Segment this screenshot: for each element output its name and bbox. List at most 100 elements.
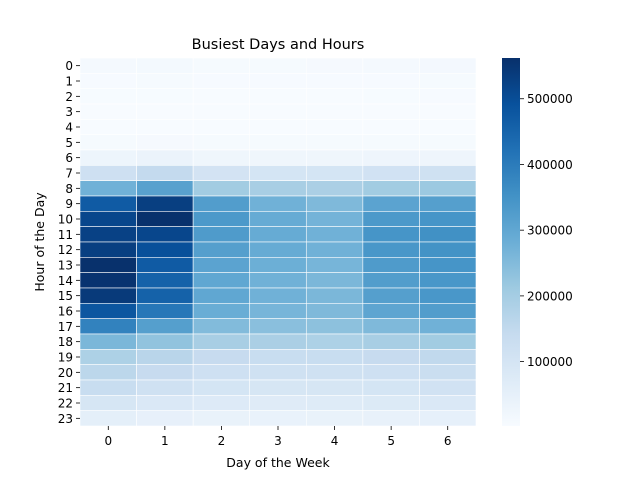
- heatmap-cell-h1-d3: [249, 73, 307, 89]
- heatmap-cell-h2-d6: [419, 88, 477, 105]
- heatmap-cell-h4-d1: [136, 119, 194, 135]
- heatmap-cell-h2-d5: [362, 88, 420, 105]
- x-tick-label: 3: [274, 434, 282, 448]
- heatmap-cell-h8-d0: [79, 180, 137, 197]
- colorbar-tick-label: 400000: [527, 158, 573, 172]
- heatmap-cell-h0-d6: [419, 57, 477, 74]
- heatmap-cell-h10-d4: [305, 211, 364, 227]
- heatmap-cell-h9-d1: [136, 195, 194, 212]
- heatmap-cell-h10-d6: [419, 211, 477, 227]
- heatmap-cell-h11-d3: [249, 226, 307, 243]
- heatmap-cell-h18-d6: [419, 333, 477, 350]
- colorbar-tick-label: 500000: [527, 92, 573, 106]
- heatmap-cell-h19-d1: [136, 349, 194, 365]
- heatmap-cell-h11-d0: [79, 226, 137, 243]
- heatmap-cell-h21-d6: [419, 379, 477, 396]
- heatmap-cell-h14-d4: [305, 272, 364, 289]
- y-tick-label: 0: [65, 59, 73, 73]
- y-tick-label: 9: [65, 197, 73, 211]
- heatmap-cell-h6-d0: [79, 149, 137, 166]
- heatmap-cell-h14-d6: [419, 272, 477, 289]
- heatmap-cell-h17-d0: [79, 318, 137, 335]
- heatmap-cell-h7-d3: [249, 165, 307, 181]
- heatmap-cell-h13-d5: [362, 257, 420, 273]
- y-tick-label: 2: [65, 90, 73, 104]
- heatmap-cell-h14-d5: [362, 272, 420, 289]
- heatmap-cell-h7-d2: [192, 165, 251, 181]
- heatmap-cell-h6-d2: [192, 149, 251, 166]
- heatmap-cell-h13-d0: [79, 257, 137, 273]
- colorbar-ticks: 100000 200000 300000 400000 500000: [520, 92, 573, 369]
- heatmap-cell-h3-d1: [136, 103, 194, 120]
- y-tick-label: 22: [58, 397, 73, 411]
- heatmap-cell-h16-d6: [419, 303, 477, 319]
- heatmap-cell-h17-d2: [192, 318, 251, 335]
- heatmap-cell-h0-d1: [136, 57, 194, 74]
- heatmap-cell-h20-d2: [192, 364, 251, 381]
- heatmap-cell-h5-d2: [192, 134, 251, 151]
- heatmap-cell-h6-d3: [249, 149, 307, 166]
- heatmap-cell-h12-d5: [362, 241, 420, 258]
- heatmap-cell-h1-d6: [419, 73, 477, 89]
- heatmap-cell-h15-d6: [419, 287, 477, 304]
- heatmap-cell-h19-d3: [249, 349, 307, 365]
- heatmap-cell-h6-d1: [136, 149, 194, 166]
- heatmap-cell-h0-d4: [305, 57, 364, 74]
- x-tick-label: 6: [444, 434, 452, 448]
- colorbar-tick-label: 200000: [527, 289, 573, 303]
- heatmap-cell-h22-d1: [136, 395, 194, 411]
- heatmap-cell-h5-d3: [249, 134, 307, 151]
- y-tick-label: 14: [58, 274, 73, 288]
- y-tick-label: 16: [58, 305, 73, 319]
- heatmap-cell-h10-d0: [79, 211, 137, 227]
- y-tick-label: 18: [58, 335, 73, 349]
- heatmap-cell-h9-d6: [419, 195, 477, 212]
- heatmap-cell-h6-d4: [305, 149, 364, 166]
- heatmap-cell-h19-d5: [362, 349, 420, 365]
- heatmap-cell-h23-d2: [192, 410, 251, 427]
- heatmap-cell-h12-d2: [192, 241, 251, 258]
- heatmap-cell-h15-d3: [249, 287, 307, 304]
- colorbar-tick-label: 100000: [527, 355, 573, 369]
- heatmap-cell-h10-d1: [136, 211, 194, 227]
- heatmap-cell-h13-d2: [192, 257, 251, 273]
- heatmap-cell-h23-d1: [136, 410, 194, 427]
- heatmap-cell-h1-d2: [192, 73, 251, 89]
- heatmap-cell-h2-d1: [136, 88, 194, 105]
- heatmap-cell-h0-d5: [362, 57, 420, 74]
- heatmap-cell-h5-d1: [136, 134, 194, 151]
- heatmap-cell-h3-d2: [192, 103, 251, 120]
- y-tick-label: 3: [65, 105, 73, 119]
- heatmap-cell-h20-d4: [305, 364, 364, 381]
- heatmap-cell-h22-d0: [79, 395, 137, 411]
- heatmap-cell-h0-d0: [79, 57, 137, 74]
- heatmap-cell-h5-d6: [419, 134, 477, 151]
- heatmap-cell-h2-d0: [79, 88, 137, 105]
- x-tick-label: 2: [218, 434, 226, 448]
- heatmap-cell-h20-d5: [362, 364, 420, 381]
- heatmap-cell-h5-d0: [79, 134, 137, 151]
- heatmap-cell-h14-d2: [192, 272, 251, 289]
- y-tick-label: 19: [58, 351, 73, 365]
- heatmap-cell-h12-d4: [305, 241, 364, 258]
- heatmap-cell-h9-d2: [192, 195, 251, 212]
- heatmap-cell-h1-d5: [362, 73, 420, 89]
- heatmap-cell-h3-d5: [362, 103, 420, 120]
- y-tick-label: 21: [58, 381, 73, 395]
- y-tick-label: 11: [58, 228, 73, 242]
- y-tick-label: 8: [65, 182, 73, 196]
- heatmap-cell-h23-d3: [249, 410, 307, 427]
- heatmap-cell-h17-d5: [362, 318, 420, 335]
- heatmap-cell-h20-d0: [79, 364, 137, 381]
- heatmap-cell-h2-d4: [305, 88, 364, 105]
- heatmap-cell-h10-d3: [249, 211, 307, 227]
- y-tick-label: 10: [58, 213, 73, 227]
- heatmap-cell-h16-d3: [249, 303, 307, 319]
- heatmap-cell-h0-d3: [249, 57, 307, 74]
- heatmap-cell-h18-d1: [136, 333, 194, 350]
- heatmap-cell-h11-d5: [362, 226, 420, 243]
- heatmap-cell-h23-d5: [362, 410, 420, 427]
- heatmap-cell-h21-d4: [305, 379, 364, 396]
- x-tick-label: 1: [161, 434, 169, 448]
